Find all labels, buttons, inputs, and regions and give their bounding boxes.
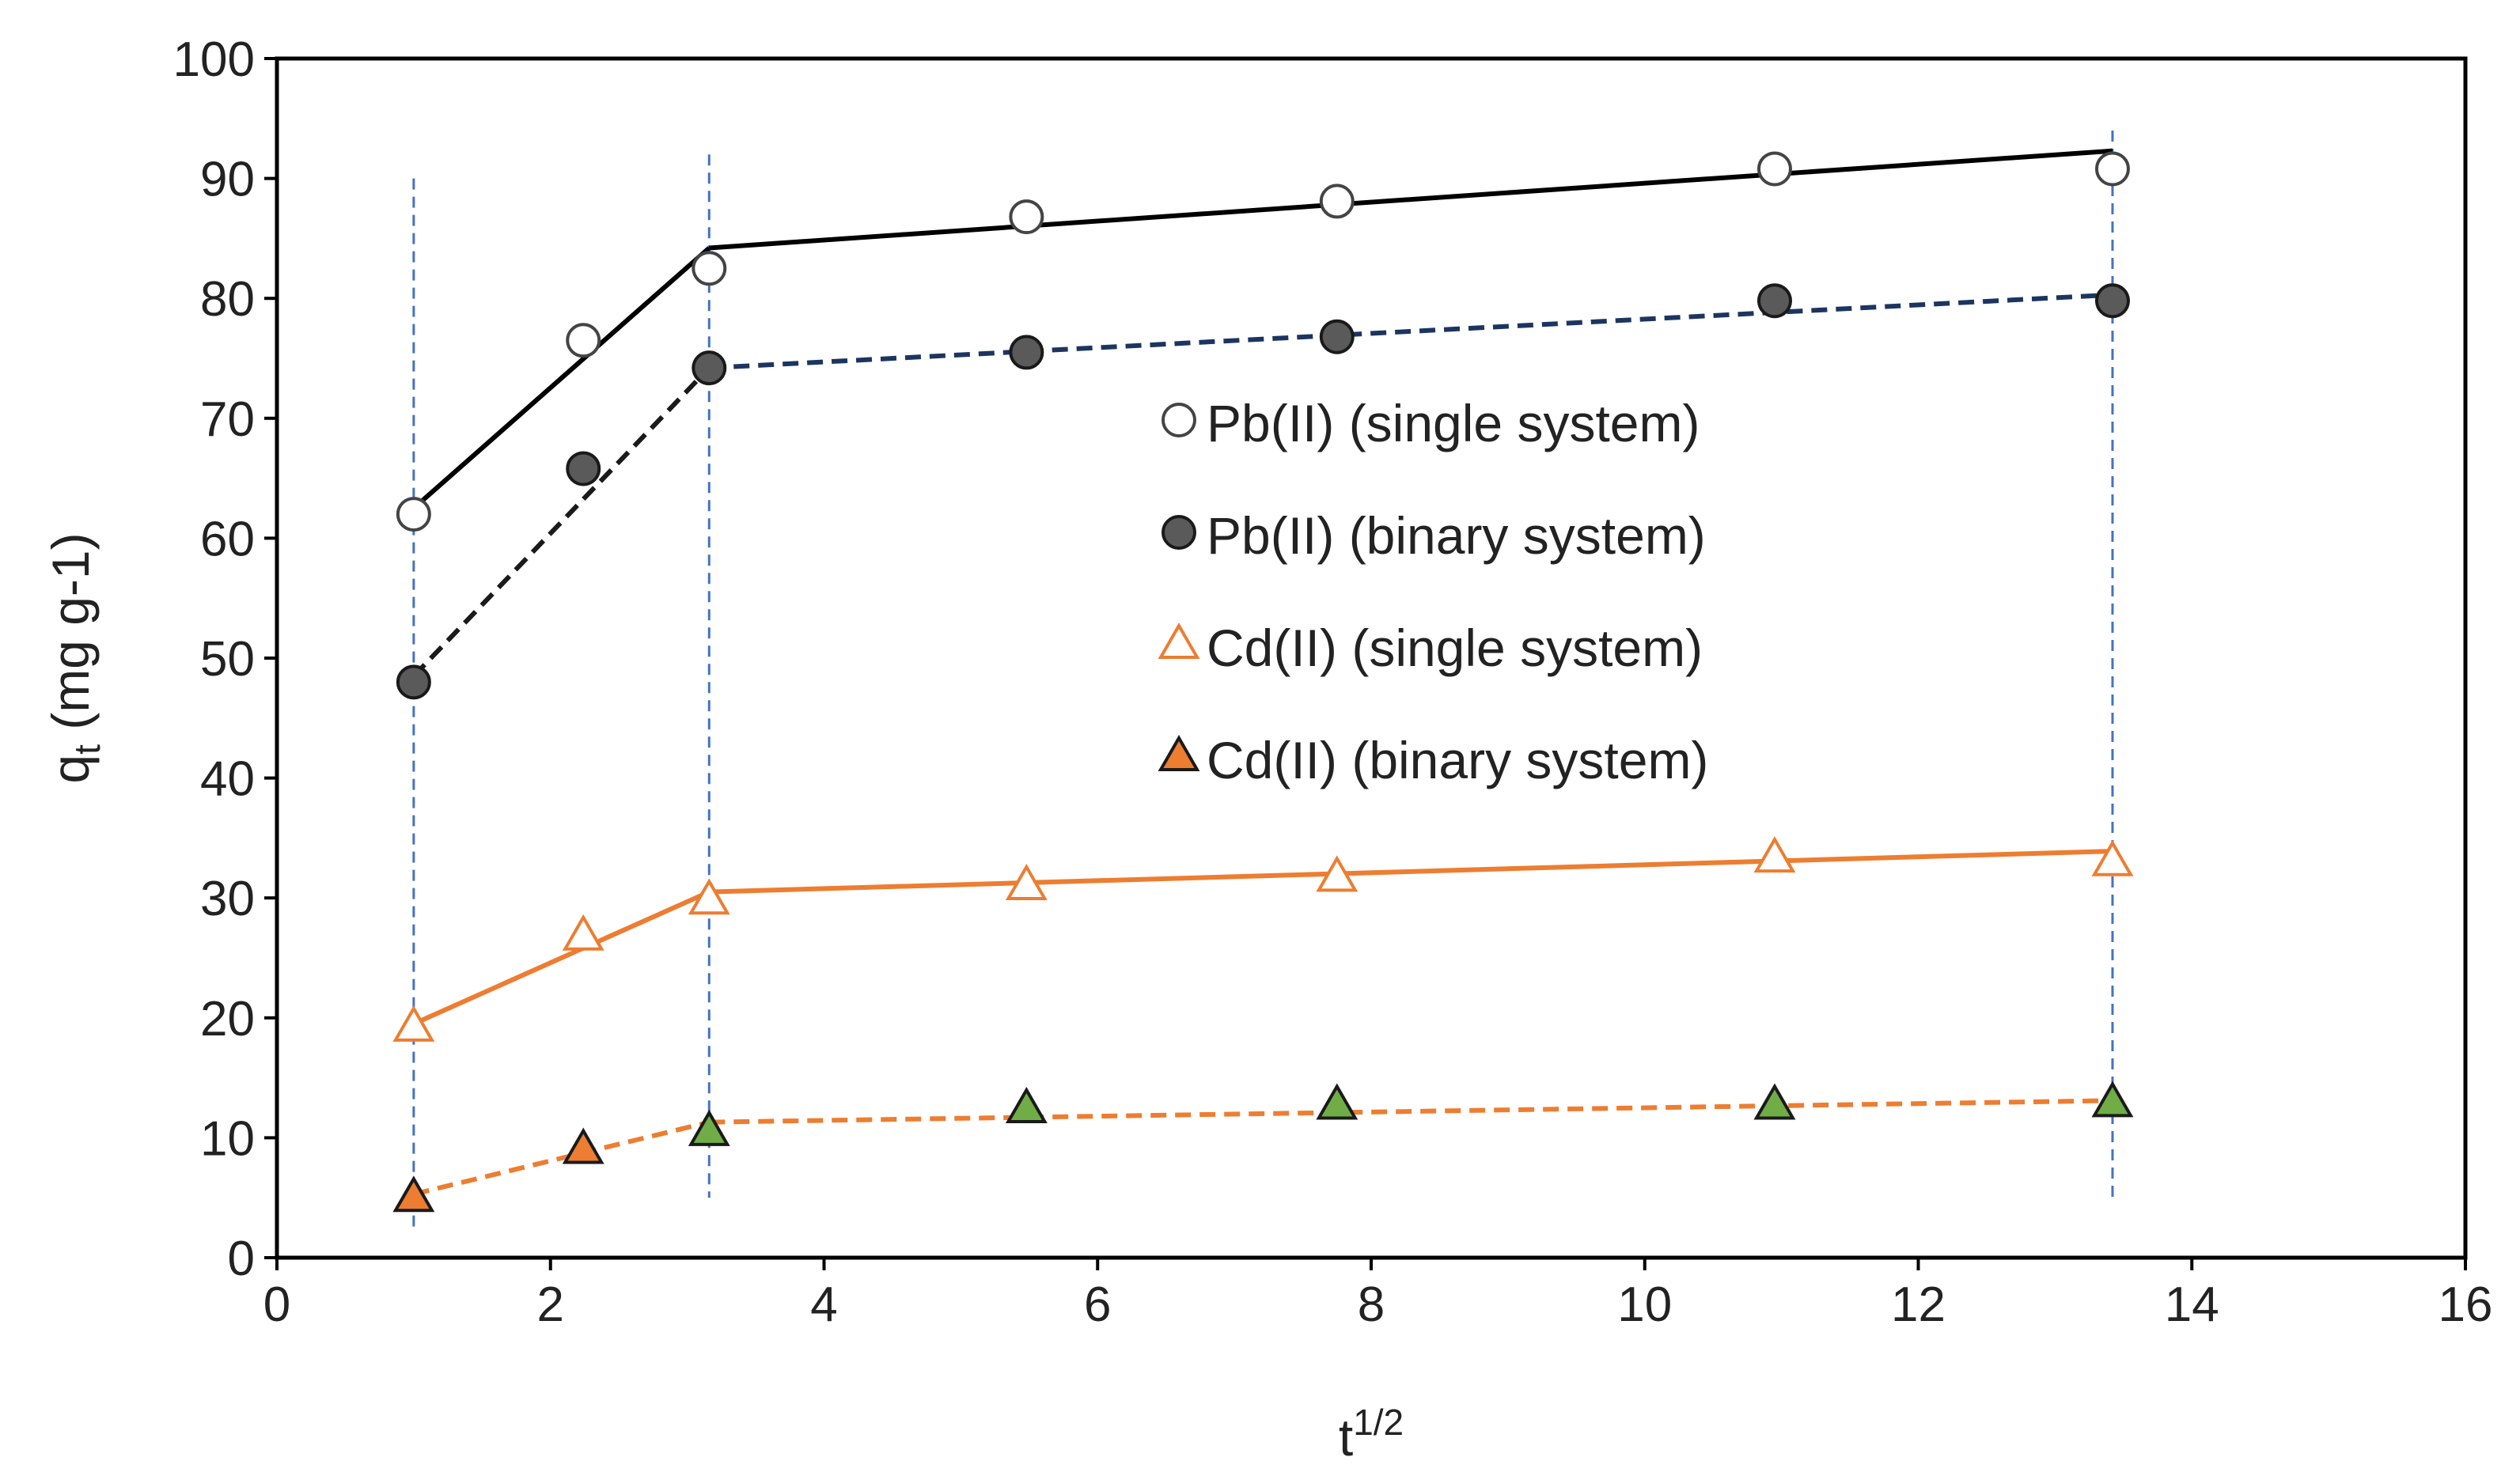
y-tick-label: 50 — [200, 632, 255, 687]
y-tick-label: 80 — [200, 272, 255, 327]
legend-label-pb-binary: Pb(II) (binary system) — [1207, 506, 1706, 565]
y-tick-label: 90 — [200, 153, 255, 207]
data-point-series-0 — [1756, 151, 1792, 187]
data-point-series-3 — [2091, 1081, 2134, 1118]
y-tick-label: 30 — [200, 872, 255, 926]
data-point-series-2 — [2091, 839, 2134, 876]
data-point-series-0 — [692, 251, 727, 286]
fit-line-series-0 — [411, 246, 711, 510]
data-point-series-0 — [1319, 184, 1355, 219]
data-point-series-2 — [688, 878, 730, 915]
data-point-series-3 — [562, 1127, 604, 1164]
data-point-series-1 — [1319, 319, 1355, 354]
x-tick-label: 12 — [1891, 1277, 1946, 1332]
data-point-series-0 — [2094, 151, 2130, 187]
data-points — [392, 151, 2134, 1213]
data-point-series-2 — [1316, 855, 1359, 892]
data-point-series-3 — [392, 1175, 435, 1213]
data-point-series-1 — [566, 451, 601, 486]
legend-symbol-series-2 — [1158, 622, 1200, 659]
x-tick-label: 0 — [263, 1277, 290, 1332]
data-point-series-1 — [396, 664, 431, 700]
legend-marker-pb-binary — [1161, 515, 1196, 550]
fit-line-series-3 — [413, 1119, 710, 1197]
x-tick-label: 6 — [1084, 1277, 1111, 1332]
reference-lines — [412, 130, 2114, 1234]
x-tick-label: 16 — [2439, 1277, 2493, 1332]
x-tick-label: 8 — [1358, 1277, 1385, 1332]
data-point-series-2 — [1005, 864, 1048, 901]
legend-symbol-series-1 — [1161, 515, 1196, 550]
fit-line-series-3 — [709, 1098, 2113, 1125]
fit-lines — [411, 148, 2113, 1197]
fit-line-series-2 — [412, 889, 711, 1027]
data-point-series-1 — [1009, 335, 1044, 370]
y-tick-label: 70 — [200, 392, 255, 447]
data-point-series-0 — [566, 323, 601, 358]
data-point-series-1 — [1756, 283, 1792, 319]
legend-marker-cd-single — [1158, 622, 1200, 659]
y-tick-label: 60 — [200, 512, 255, 566]
x-axis-title: t1/2 — [1339, 1402, 1404, 1467]
legend-label-pb-single: Pb(II) (single system) — [1207, 394, 1700, 452]
x-tick-label: 4 — [810, 1277, 837, 1332]
fit-line-series-0 — [709, 148, 2113, 251]
legend: Pb(II) (single system) Pb(II) (binary sy… — [1158, 394, 1708, 789]
y-tick-label: 20 — [200, 992, 255, 1046]
y-tick-label: 0 — [228, 1232, 255, 1286]
x-tick-label: 14 — [2165, 1277, 2219, 1332]
legend-label-cd-binary: Cd(II) (binary system) — [1207, 731, 1708, 789]
y-tick-label: 40 — [200, 752, 255, 807]
legend-label-cd-single: Cd(II) (single system) — [1207, 619, 1703, 677]
data-point-series-0 — [396, 497, 431, 532]
x-tick-label: 10 — [1617, 1277, 1672, 1332]
y-tick-label: 100 — [173, 32, 255, 87]
data-point-series-1 — [692, 350, 727, 386]
data-point-series-3 — [688, 1109, 730, 1146]
data-point-series-1 — [2094, 283, 2130, 319]
axis-ticks: 0 2 4 6 8 10 12 14 16 0 10 20 30 40 50 60 70 80 90 100 — [173, 32, 2493, 1332]
data-point-series-3 — [1005, 1087, 1048, 1124]
legend-marker-pb-single — [1161, 403, 1196, 437]
y-tick-label: 10 — [200, 1111, 255, 1166]
data-point-series-0 — [1009, 199, 1044, 235]
legend-marker-cd-binary — [1158, 734, 1200, 771]
fit-line-series-1 — [709, 292, 2113, 371]
fit-line-series-1 — [411, 366, 711, 678]
data-point-series-3 — [1316, 1083, 1359, 1120]
x-tick-label: 2 — [537, 1277, 564, 1332]
data-point-series-3 — [1753, 1083, 1796, 1120]
legend-symbol-series-3 — [1158, 734, 1200, 771]
y-axis-title: qt (mg g-1) — [41, 532, 108, 783]
data-point-series-2 — [562, 914, 604, 951]
data-point-series-2 — [1753, 836, 1796, 873]
fit-line-series-2 — [709, 849, 2113, 895]
data-point-series-2 — [392, 1005, 435, 1042]
legend-symbol-series-0 — [1161, 403, 1196, 437]
